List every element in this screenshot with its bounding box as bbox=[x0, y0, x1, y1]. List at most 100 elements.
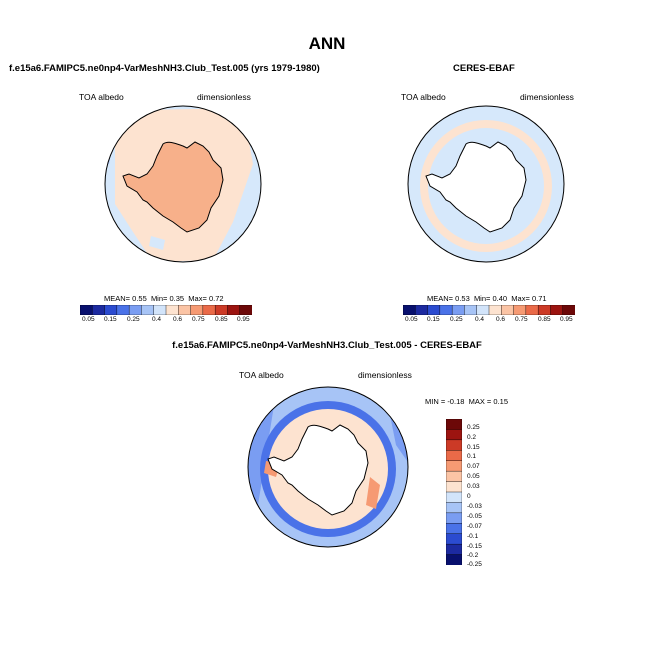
panel1-colorbar-ticks: 0.05 0.15 0.25 0.4 0.6 0.75 0.85 0.95 bbox=[80, 316, 252, 326]
colorbar-swatch bbox=[446, 533, 462, 545]
panel2-coastline bbox=[425, 141, 527, 233]
colorbar-swatch bbox=[537, 305, 551, 315]
colorbar-swatch bbox=[92, 305, 106, 315]
colorbar-swatch bbox=[214, 305, 228, 315]
panel3-tick: -0.07 bbox=[467, 523, 482, 530]
panel2-tick: 0.75 bbox=[515, 316, 528, 323]
colorbar-swatch bbox=[488, 305, 502, 315]
panel3-tick: 0 bbox=[467, 493, 471, 500]
colorbar-swatch bbox=[446, 429, 462, 441]
panel3-antarctica-missing bbox=[268, 425, 368, 515]
panel1-min-value: 0.35 bbox=[169, 294, 185, 303]
panel1-coastline bbox=[122, 141, 224, 233]
panel3-min-value: -0.18 bbox=[447, 397, 465, 406]
panel1-min-label: Min= bbox=[150, 294, 168, 303]
colorbar-swatch bbox=[446, 470, 462, 483]
panel2-max-label: Max= bbox=[511, 294, 530, 303]
panel1-antarctica-field bbox=[123, 142, 223, 232]
colorbar-swatch bbox=[513, 305, 527, 315]
panel2-colorbar bbox=[403, 305, 575, 315]
panel1-mean-label: MEAN= bbox=[104, 294, 131, 303]
panel2-antarctica-missing bbox=[426, 142, 526, 232]
panel3-tick: 0.1 bbox=[467, 453, 477, 460]
panel2-tick: 0.95 bbox=[560, 316, 573, 323]
panel2-units-label: dimensionless bbox=[520, 92, 574, 102]
panel3-subtitle: f.e15a6.FAMIPC5.ne0np4-VarMeshNH3.Club_T… bbox=[172, 340, 482, 351]
colorbar-swatch bbox=[239, 305, 252, 315]
panel2-tick: 0.6 bbox=[496, 316, 506, 323]
panel2-map-border bbox=[407, 105, 565, 263]
panel3-units-label: dimensionless bbox=[358, 370, 412, 380]
colorbar-swatch bbox=[446, 419, 462, 430]
colorbar-swatch bbox=[128, 305, 142, 315]
panel1-tick: 0.6 bbox=[173, 316, 183, 323]
panel2-polar-map bbox=[407, 105, 565, 263]
colorbar-swatch bbox=[476, 305, 490, 315]
panel3-max-value: 0.15 bbox=[493, 397, 509, 406]
panel2-colorbar-ticks: 0.05 0.15 0.25 0.4 0.6 0.75 0.85 0.95 bbox=[403, 316, 575, 326]
panel3-tick: -0.03 bbox=[467, 503, 482, 510]
panel1-units-label: dimensionless bbox=[197, 92, 251, 102]
colorbar-swatch bbox=[227, 305, 241, 315]
colorbar-swatch bbox=[190, 305, 204, 315]
panel3-polar-map bbox=[247, 386, 409, 548]
panel3-stats: MIN = -0.18 MAX = 0.15 bbox=[425, 397, 508, 406]
panel1-tick: 0.85 bbox=[215, 316, 228, 323]
colorbar-swatch bbox=[446, 502, 462, 514]
panel1-tick: 0.4 bbox=[152, 316, 162, 323]
panel1-tick: 0.05 bbox=[82, 316, 95, 323]
panel3-min-label: MIN = bbox=[425, 397, 446, 406]
panel3-max-label: MAX = bbox=[468, 397, 492, 406]
panel2-min-value: 0.40 bbox=[492, 294, 508, 303]
colorbar-swatch bbox=[501, 305, 515, 315]
panel3-tick: -0.15 bbox=[467, 543, 482, 550]
panel1-variable-label: TOA albedo bbox=[79, 92, 124, 102]
panel2-min-label: Min= bbox=[473, 294, 491, 303]
panel1-mean-value: 0.55 bbox=[132, 294, 147, 303]
colorbar-swatch bbox=[550, 305, 564, 315]
colorbar-swatch bbox=[446, 491, 462, 503]
panel1-map-border bbox=[104, 105, 262, 263]
panel2-tick: 0.05 bbox=[405, 316, 418, 323]
panel1-max-label: Max= bbox=[188, 294, 207, 303]
colorbar-swatch bbox=[446, 554, 462, 565]
colorbar-swatch bbox=[446, 460, 462, 472]
panel1-tick: 0.15 bbox=[104, 316, 117, 323]
colorbar-swatch bbox=[446, 439, 462, 451]
colorbar-swatch bbox=[165, 305, 179, 315]
colorbar-swatch bbox=[451, 305, 465, 315]
panel3-tick: -0.1 bbox=[467, 533, 479, 540]
colorbar-swatch bbox=[80, 305, 93, 315]
colorbar-swatch bbox=[525, 305, 539, 315]
panel3-tick: 0.25 bbox=[467, 424, 480, 431]
panel3-tick: 0.2 bbox=[467, 434, 477, 441]
panel2-tick: 0.15 bbox=[427, 316, 440, 323]
page-title: ANN bbox=[308, 34, 346, 53]
panel3-colorbar-ticks: 0.25 0.2 0.15 0.1 0.07 0.05 0.03 0 -0.03… bbox=[467, 419, 507, 568]
panel3-colorbar bbox=[446, 419, 462, 565]
panel2-mean-value: 0.53 bbox=[455, 294, 470, 303]
panel3-negative-patch bbox=[248, 393, 276, 505]
panel3-tick: -0.2 bbox=[467, 552, 479, 559]
panel2-max-value: 0.71 bbox=[531, 294, 547, 303]
panel2-mean-label: MEAN= bbox=[427, 294, 454, 303]
colorbar-swatch bbox=[446, 543, 462, 556]
panel3-variable-label: TOA albedo bbox=[239, 370, 284, 380]
panel1-tick: 0.75 bbox=[192, 316, 205, 323]
panel2-tick: 0.25 bbox=[450, 316, 463, 323]
colorbar-swatch bbox=[464, 305, 478, 315]
colorbar-swatch bbox=[116, 305, 130, 315]
panel1-subtitle: f.e15a6.FAMIPC5.ne0np4-VarMeshNH3.Club_T… bbox=[9, 63, 320, 74]
panel1-polar-map bbox=[104, 105, 262, 263]
panel3-tick: 0.05 bbox=[467, 473, 480, 480]
colorbar-swatch bbox=[202, 305, 216, 315]
panel1-colorbar bbox=[80, 305, 252, 315]
panel1-tick: 0.25 bbox=[127, 316, 140, 323]
panel1-max-value: 0.72 bbox=[208, 294, 224, 303]
colorbar-swatch bbox=[153, 305, 167, 315]
colorbar-swatch bbox=[427, 305, 441, 315]
colorbar-swatch bbox=[446, 523, 462, 535]
panel2-tick: 0.4 bbox=[475, 316, 485, 323]
panel2-subtitle: CERES-EBAF bbox=[453, 63, 515, 74]
colorbar-swatch bbox=[415, 305, 429, 315]
